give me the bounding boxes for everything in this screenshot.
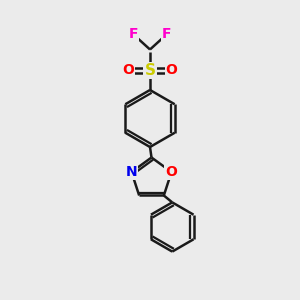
Text: O: O	[166, 64, 178, 77]
Text: S: S	[145, 63, 155, 78]
Text: O: O	[122, 64, 134, 77]
Text: F: F	[129, 28, 138, 41]
Text: O: O	[166, 165, 177, 179]
Text: N: N	[126, 165, 137, 179]
Text: F: F	[162, 28, 171, 41]
